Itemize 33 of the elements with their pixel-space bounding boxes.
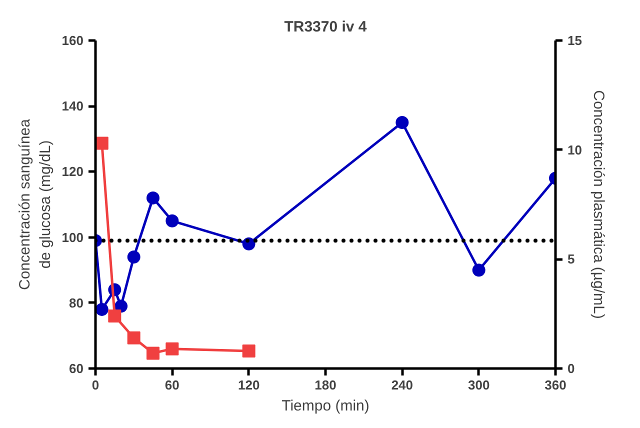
point (146, 346, 160, 360)
x-tick-label: 0 (92, 378, 100, 392)
y-tick-label: 60 (69, 361, 84, 376)
y2-axis-title: Concentración plasmática (µg/mL) (590, 90, 607, 319)
point (96, 302, 108, 316)
y2-tick-label: 5 (568, 252, 575, 267)
point (96, 136, 108, 150)
y-tick-label: 140 (62, 98, 84, 114)
point (242, 344, 256, 358)
point (166, 342, 179, 356)
point (127, 250, 140, 264)
y-tick-label: 100 (62, 230, 84, 245)
x-tick-label: 240 (391, 378, 414, 392)
point (472, 264, 486, 277)
y-tick-label: 160 (62, 33, 84, 48)
point (108, 310, 122, 323)
point (396, 116, 409, 129)
point (166, 214, 179, 228)
point (127, 331, 140, 344)
x-tick-label: 180 (314, 378, 336, 392)
point (146, 191, 160, 204)
x-tick-label: 60 (164, 378, 180, 392)
y2-tick-label: 15 (568, 33, 582, 48)
y2-tick-label: 0 (568, 361, 575, 376)
y-axis-title: Concentración sanguínea de glucosa (mg/dL) (16, 118, 54, 290)
x-tick-label: 300 (468, 378, 490, 392)
y-tick-label: 80 (69, 295, 84, 310)
x-tick-label: 120 (238, 378, 260, 392)
x-tick-label: 360 (544, 378, 566, 392)
chart-title: TR3370 iv 4 (284, 18, 368, 36)
x-axis-title: Tiempo (min) (282, 398, 370, 414)
y-tick-label: 120 (62, 164, 84, 180)
y2-tick-label: 10 (568, 142, 582, 158)
